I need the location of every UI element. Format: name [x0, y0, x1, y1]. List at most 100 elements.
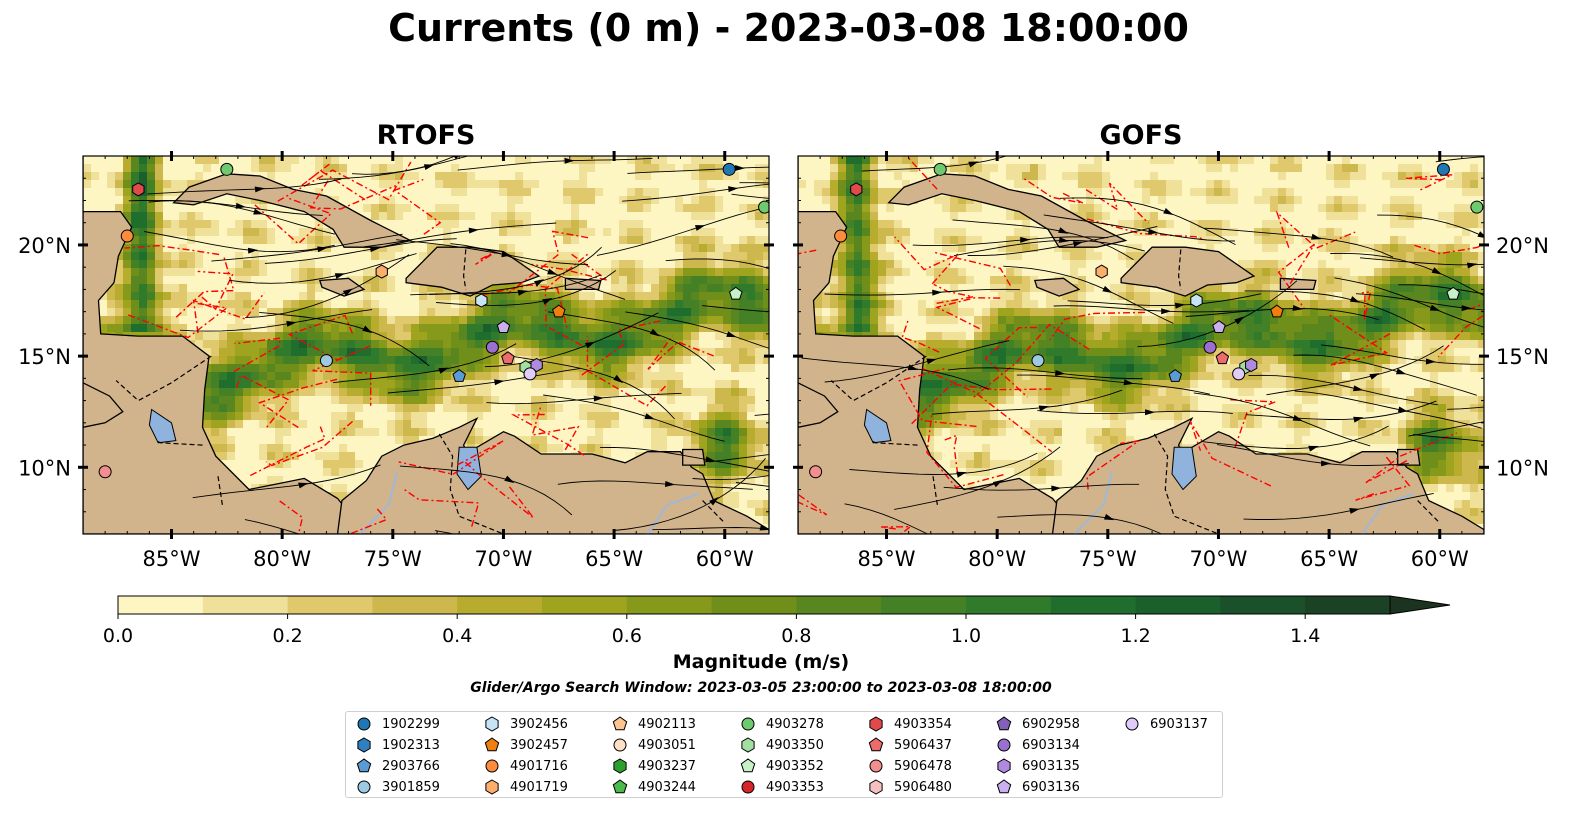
eez-boundary — [1230, 399, 1276, 448]
colorbar-tick-label: 0.8 — [781, 625, 811, 647]
streamline — [1359, 257, 1484, 266]
circle-marker-icon — [357, 717, 371, 731]
legend-item-label: 4901716 — [510, 758, 568, 774]
streamline-arrow — [253, 208, 264, 215]
streamline-arrow — [1431, 267, 1442, 275]
legend-item: 1902299 — [356, 714, 440, 734]
circle-marker-icon — [997, 738, 1011, 752]
circle-marker-icon — [741, 717, 755, 731]
colorbar-segment — [1135, 596, 1221, 614]
legend-item-label: 6903135 — [1022, 758, 1080, 774]
eez-boundary — [124, 244, 220, 256]
streamline-arrow — [1020, 236, 1031, 243]
streamline — [128, 199, 323, 216]
legend-item-label: 5906478 — [894, 758, 952, 774]
streamline-arrow — [534, 279, 545, 287]
streamline — [363, 222, 557, 248]
legend-item: 4903350 — [740, 735, 824, 755]
streamline — [1398, 284, 1484, 295]
lon-tick-label: 65°W — [585, 547, 643, 571]
colorbar-tick-label: 0.6 — [612, 625, 642, 647]
streamline-arrow — [992, 479, 1003, 488]
streamline — [953, 240, 1145, 257]
float-marker — [809, 465, 823, 479]
lat-tick-label: 20°N — [1496, 234, 1549, 258]
streamline-arrow — [770, 266, 780, 274]
legend-item: 2903766 — [356, 756, 440, 776]
colorbar-segment — [118, 596, 204, 614]
streamline-arrow — [665, 481, 676, 487]
streamline-arrow — [1554, 397, 1564, 403]
eez-boundary — [1189, 420, 1272, 487]
float-marker — [850, 182, 863, 197]
legend-item-label: 3902457 — [510, 737, 568, 753]
streamline — [1377, 214, 1484, 237]
streamline-arrow — [542, 298, 553, 305]
legend-item-label: 3902456 — [510, 716, 568, 732]
colorbar-segment — [372, 596, 458, 614]
colorbar-tick-label: 0.0 — [103, 625, 133, 647]
streamline — [931, 389, 1123, 415]
map-frame — [797, 155, 1485, 535]
eez-boundary — [1355, 454, 1411, 501]
streamline-arrow — [1503, 295, 1513, 301]
legend-item-label: 4903051 — [638, 737, 696, 753]
streamline-arrow — [1174, 302, 1186, 309]
colorbar-tick-label: 1.2 — [1120, 625, 1150, 647]
streamline — [486, 392, 682, 405]
streamline-arrow — [709, 496, 719, 506]
streamline — [548, 311, 716, 371]
search-window-text: Glider/Argo Search Window: 2023-03-05 23… — [470, 680, 1052, 696]
pentagon-marker-icon — [996, 779, 1012, 794]
streamline-arrow — [1148, 228, 1159, 235]
streamline — [450, 243, 626, 300]
legend-item-label: 4901719 — [510, 779, 568, 795]
float-marker — [1168, 368, 1182, 382]
lon-tick-label: 65°W — [1300, 547, 1358, 571]
colorbar-segment — [711, 596, 797, 614]
eez-boundary — [933, 283, 974, 304]
hexagon-marker-icon — [613, 758, 627, 774]
streamline-arrow — [968, 161, 979, 168]
streamline — [436, 270, 617, 306]
lon-tick-label: 85°W — [143, 547, 201, 571]
float-marker — [1215, 351, 1230, 365]
streamline — [333, 343, 517, 384]
colorbar-segment — [966, 596, 1052, 614]
legend-item: 4901716 — [484, 756, 568, 776]
hexagon-marker-icon — [997, 758, 1011, 774]
streamline-arrow — [726, 331, 737, 338]
eez-boundary — [798, 494, 828, 516]
streamline-arrow — [1292, 305, 1303, 311]
streamline — [1408, 421, 1484, 437]
float-marker — [220, 162, 234, 176]
gofs-map — [798, 156, 1564, 543]
streamline-arrow — [1369, 373, 1380, 380]
streamline-arrow — [1353, 385, 1364, 392]
eez-boundary — [984, 326, 1037, 398]
land-polygon — [83, 156, 350, 534]
streamline — [735, 482, 769, 487]
streamline-arrow — [370, 246, 381, 253]
pentagon-marker-icon — [996, 716, 1012, 731]
legend-item-label: 5906437 — [894, 737, 952, 753]
streamline — [147, 178, 342, 195]
eez-boundary — [1326, 312, 1391, 366]
streamline-arrow — [728, 186, 739, 193]
legend-item: 6903134 — [996, 735, 1080, 755]
streamline-arrow — [935, 536, 945, 543]
colorbar-segment — [542, 596, 628, 614]
streamline — [1204, 227, 1394, 258]
streamline — [709, 454, 769, 463]
streamline — [351, 156, 457, 175]
legend-item: 3902457 — [484, 735, 568, 755]
legend-item-label: 4903244 — [638, 779, 696, 795]
lake-polygon — [1171, 446, 1197, 491]
streamline-arrow — [759, 524, 769, 531]
float-marker — [1031, 354, 1045, 368]
float-marker — [722, 162, 736, 176]
float-legend: 1902299 1902313 2903766 3901859 3902456 39024… — [345, 711, 1223, 798]
eez-boundary — [235, 374, 290, 428]
legend-item-label: 3901859 — [382, 779, 440, 795]
